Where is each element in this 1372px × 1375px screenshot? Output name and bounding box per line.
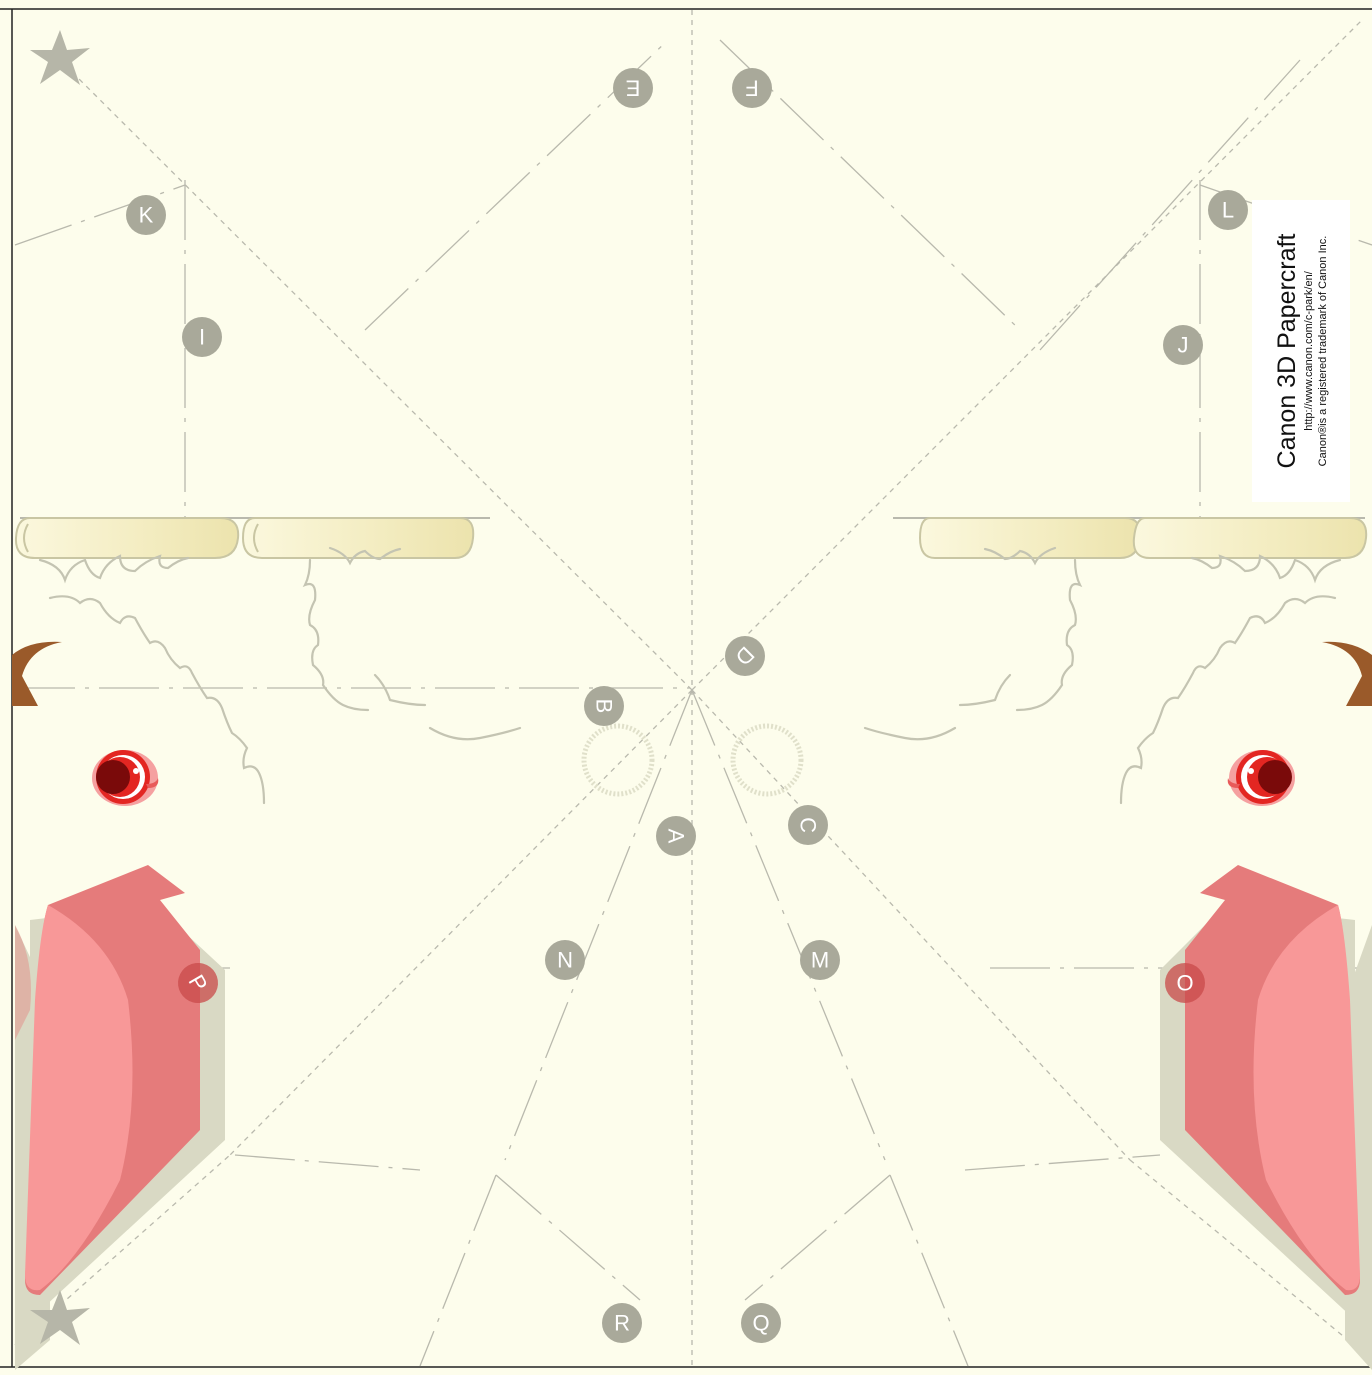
left-beak bbox=[15, 865, 225, 1370]
canon-credit-text: Canon 3D Papercraft http://www.canon.com… bbox=[1252, 200, 1350, 502]
horns bbox=[14, 517, 1368, 559]
label-k: K bbox=[126, 195, 166, 235]
star-top-left bbox=[30, 30, 90, 85]
label-b: B bbox=[584, 686, 624, 726]
label-r: R bbox=[602, 1303, 642, 1343]
svg-text:J: J bbox=[1178, 333, 1189, 358]
svg-text:B: B bbox=[592, 699, 617, 714]
svg-text:O: O bbox=[1176, 971, 1193, 996]
stars bbox=[30, 30, 90, 1345]
right-eye bbox=[1227, 750, 1295, 806]
label-c: C bbox=[788, 805, 828, 845]
fold-lines bbox=[14, 10, 1372, 1367]
ears bbox=[12, 641, 1372, 706]
svg-text:Q: Q bbox=[752, 1311, 769, 1336]
svg-text:C: C bbox=[796, 817, 821, 833]
svg-text:E: E bbox=[626, 76, 641, 101]
nostril-rings bbox=[581, 723, 804, 797]
label-m: M bbox=[800, 940, 840, 980]
svg-text:I: I bbox=[199, 325, 205, 350]
label-l: L bbox=[1208, 190, 1248, 230]
right-beak bbox=[1160, 865, 1372, 1370]
label-i: I bbox=[182, 317, 222, 357]
svg-text:F: F bbox=[745, 76, 758, 101]
label-n: N bbox=[545, 940, 585, 980]
label-p: P bbox=[178, 963, 218, 1003]
svg-text:K: K bbox=[139, 203, 154, 228]
label-o: O bbox=[1165, 963, 1205, 1003]
eyes bbox=[92, 750, 1295, 806]
beaks bbox=[15, 865, 1372, 1370]
label-d: D bbox=[725, 636, 765, 676]
fur-tufts bbox=[38, 546, 1342, 805]
svg-text:R: R bbox=[614, 1311, 630, 1336]
label-q: Q bbox=[741, 1303, 781, 1343]
label-a: A bbox=[656, 816, 696, 856]
svg-text:L: L bbox=[1222, 198, 1234, 223]
svg-text:A: A bbox=[664, 829, 689, 844]
canon-credit-box: Canon 3D Papercraft http://www.canon.com… bbox=[1252, 200, 1350, 502]
left-eye bbox=[92, 750, 159, 806]
svg-text:N: N bbox=[557, 948, 573, 973]
label-j: J bbox=[1163, 325, 1203, 365]
credit-url: http://www.canon.com/c-park/en/ bbox=[1303, 271, 1315, 431]
credit-trademark: Canon®is a registered trademark of Canon… bbox=[1317, 235, 1329, 467]
label-f: F bbox=[732, 68, 772, 108]
star-bottom-left bbox=[30, 1290, 90, 1345]
credit-title: Canon 3D Papercraft bbox=[1273, 233, 1301, 469]
label-e: E bbox=[613, 68, 653, 108]
svg-text:M: M bbox=[811, 948, 829, 973]
fold-labels: E F K L I J D B bbox=[126, 68, 1248, 1343]
